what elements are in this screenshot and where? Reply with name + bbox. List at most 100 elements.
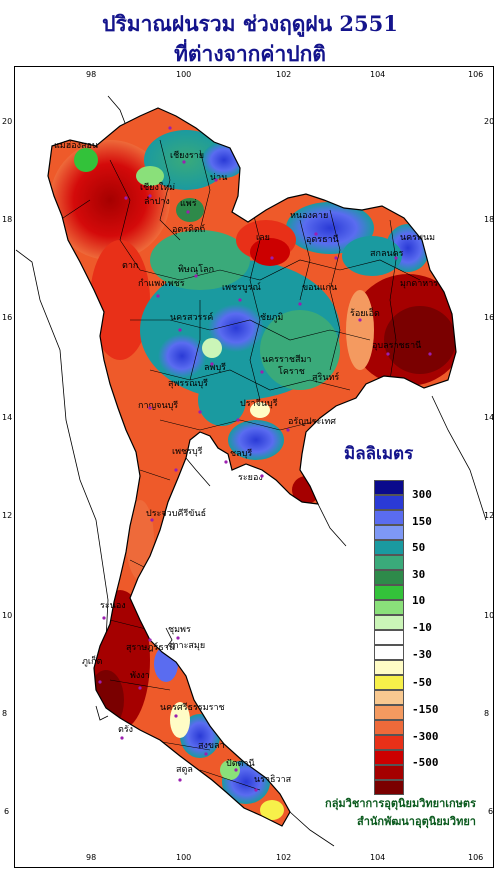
province-label: กาญจนบุรี bbox=[138, 400, 178, 411]
legend-label: 50 bbox=[412, 541, 426, 554]
province-label: ภูเก็ต bbox=[82, 654, 102, 667]
legend-swatch bbox=[374, 720, 404, 735]
lat-tick-label: 18 bbox=[484, 215, 494, 224]
province-label: เชียงใหม่ bbox=[140, 182, 175, 193]
province-label: อรัญประเทศ bbox=[288, 417, 336, 427]
legend-swatch bbox=[374, 645, 404, 660]
legend-swatch bbox=[374, 495, 404, 510]
credit-line2: สำนักพัฒนาอุตุนิยมวิทยา bbox=[357, 815, 476, 828]
province-label: หนองคาย bbox=[290, 211, 328, 221]
legend-title: มิลลิเมตร bbox=[344, 444, 414, 464]
credit-line1: กลุ่มวิชาการอุตุนิยมวิทยาเกษตร bbox=[325, 797, 476, 810]
province-label: สุราษฎร์ธานี bbox=[126, 641, 175, 653]
province-label: เกาะสมุย bbox=[170, 641, 205, 651]
province-label: ปัตตานี bbox=[226, 758, 255, 769]
lon-tick-label: 106 bbox=[468, 853, 483, 862]
legend-swatch bbox=[374, 480, 404, 495]
legend-swatch bbox=[374, 705, 404, 720]
legend-swatch bbox=[374, 660, 404, 675]
province-label: แม่ฮ่องสอน bbox=[54, 141, 98, 151]
lat-ticks-left: 20 18 16 14 12 10 8 6 bbox=[2, 117, 12, 816]
province-label: น่าน bbox=[210, 173, 227, 183]
province-label: ชัยภูมิ bbox=[260, 312, 283, 323]
legend-label: -10 bbox=[412, 621, 432, 634]
lat-tick-label: 6 bbox=[4, 807, 9, 816]
lat-tick-label: 14 bbox=[2, 413, 12, 422]
neighbour-borders bbox=[15, 95, 487, 847]
province-label: มุกดาหาร bbox=[400, 279, 438, 289]
province-label: แพร่ bbox=[180, 199, 197, 209]
legend-swatch bbox=[374, 675, 404, 690]
province-label: ชลบุรี bbox=[230, 448, 252, 459]
lat-tick-label: 10 bbox=[2, 611, 12, 620]
province-label: อุดรธานี bbox=[306, 234, 339, 245]
lon-tick-label: 100 bbox=[176, 70, 191, 79]
province-label: กำแพงเพชร bbox=[138, 278, 185, 289]
lon-tick-label: 98 bbox=[86, 70, 96, 79]
legend-label: 300 bbox=[412, 488, 432, 501]
legend-swatch bbox=[374, 765, 404, 780]
color-legend bbox=[374, 480, 404, 795]
lon-tick-label: 106 bbox=[468, 70, 483, 79]
lat-tick-label: 16 bbox=[2, 313, 12, 322]
province-label: ปราจีนบุรี bbox=[240, 398, 278, 409]
province-label: ชุมพร bbox=[168, 625, 191, 635]
legend-swatch bbox=[374, 585, 404, 600]
province-label: เชียงราย bbox=[170, 150, 204, 161]
province-label: ลพบุรี bbox=[204, 362, 226, 373]
legend-label: -300 bbox=[412, 730, 439, 743]
province-label: ตาก bbox=[122, 261, 138, 271]
province-boundaries bbox=[59, 139, 421, 791]
province-label: ประจวบคีรีขันธ์ bbox=[146, 507, 206, 519]
legend-label: 150 bbox=[412, 515, 432, 528]
province-labels: เชียงใหม่ เชียงราย ลำปาง น่าน แพร่ อุตรด… bbox=[54, 141, 438, 785]
legend-label: 10 bbox=[412, 594, 426, 607]
province-label: ตรัง bbox=[118, 725, 133, 735]
lon-ticks-bottom: 98 100 102 104 106 bbox=[86, 853, 483, 862]
province-label: สงขลา bbox=[198, 741, 225, 751]
lat-tick-label: 12 bbox=[2, 511, 12, 520]
lon-ticks-top: 98 100 102 104 106 bbox=[86, 70, 483, 79]
legend-swatch bbox=[374, 690, 404, 705]
legend-swatch bbox=[374, 570, 404, 585]
legend-swatch bbox=[374, 750, 404, 765]
lon-tick-label: 104 bbox=[370, 853, 385, 862]
province-label: ระยอง bbox=[238, 473, 263, 483]
legend-swatch bbox=[374, 525, 404, 540]
map-title-line1: ปริมาณฝนรวม ช่วงฤดูฝน 2551 bbox=[102, 11, 398, 36]
legend-swatch bbox=[374, 735, 404, 750]
province-label: พังงา bbox=[130, 671, 150, 681]
legend-swatch bbox=[374, 540, 404, 555]
province-label: เพชรบูรณ์ bbox=[222, 281, 261, 293]
province-label: ลำปาง bbox=[144, 196, 170, 207]
province-label: ร้อยเอ็ด bbox=[350, 306, 380, 319]
lat-tick-label: 20 bbox=[2, 117, 12, 126]
lat-tick-label: 6 bbox=[488, 807, 493, 816]
province-label: สกลนคร bbox=[370, 249, 404, 259]
station-markers bbox=[98, 126, 432, 792]
province-label: สุรินทร์ bbox=[312, 371, 339, 383]
province-label: ระนอง bbox=[100, 601, 126, 611]
lon-tick-label: 100 bbox=[176, 853, 191, 862]
lat-tick-label: 10 bbox=[484, 611, 494, 620]
province-label: สตูล bbox=[176, 765, 193, 775]
lat-tick-label: 14 bbox=[484, 413, 494, 422]
legend-label: -30 bbox=[412, 648, 432, 661]
province-label: นครพนม bbox=[400, 233, 435, 243]
lon-tick-label: 102 bbox=[276, 70, 291, 79]
legend-label: -50 bbox=[412, 676, 432, 689]
lon-tick-label: 102 bbox=[276, 853, 291, 862]
lon-tick-label: 104 bbox=[370, 70, 385, 79]
legend-swatch bbox=[374, 510, 404, 525]
legend-swatch bbox=[374, 630, 404, 645]
legend-label: -500 bbox=[412, 756, 439, 769]
province-label: สุพรรณบุรี bbox=[168, 378, 208, 389]
province-label: อุบลราชธานี bbox=[372, 340, 421, 351]
lat-tick-label: 18 bbox=[2, 215, 12, 224]
legend-swatch bbox=[374, 600, 404, 615]
legend-label: -150 bbox=[412, 703, 439, 716]
province-label: โคราช bbox=[278, 366, 305, 377]
lat-ticks-right: 20 18 16 14 12 10 8 6 bbox=[484, 117, 494, 816]
province-label: นครราชสีมา bbox=[262, 354, 311, 365]
lon-tick-label: 98 bbox=[86, 853, 96, 862]
